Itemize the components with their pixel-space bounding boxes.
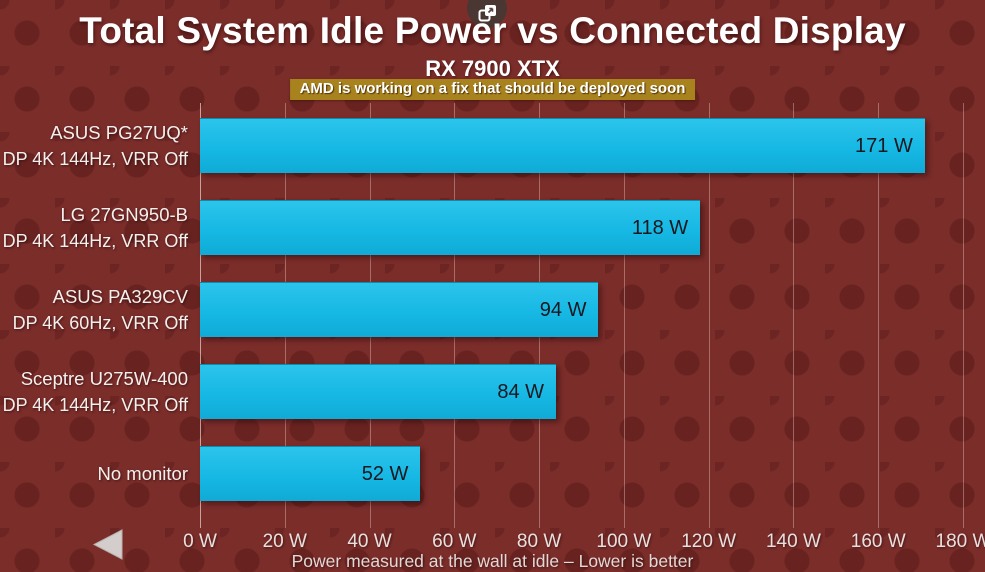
chart-title: Total System Idle Power vs Connected Dis… — [79, 10, 906, 51]
category-labels: ASUS PG27UQ* DP 4K 144Hz, VRR Off LG 27G… — [0, 0, 188, 572]
x-tick-label: 180 W — [935, 531, 985, 552]
category-spec: DP 4K 144Hz, VRR Off — [2, 148, 188, 169]
category-name: LG 27GN950-B — [60, 203, 188, 225]
category-label: No monitor — [0, 446, 188, 501]
category-spec: DP 4K 144Hz, VRR Off — [2, 394, 188, 415]
fix-notice-badge: AMD is working on a fix that should be d… — [289, 79, 696, 100]
open-in-new-icon — [478, 5, 496, 22]
x-tick-label: 20 W — [262, 531, 307, 552]
category-name: ASUS PA329CV — [52, 285, 188, 307]
x-tick-label: 160 W — [850, 531, 906, 552]
bar-value: 118 W — [631, 216, 689, 239]
x-axis: 0 W 20 W 40 W 60 W 80 W 100 W 120 W 140 … — [183, 531, 985, 557]
gridline — [793, 103, 795, 528]
x-tick-label: 120 W — [681, 531, 737, 552]
chart-subtitle: RX 7900 XTX — [425, 56, 560, 81]
triangle-left-icon — [92, 529, 123, 560]
x-tick-label: 140 W — [765, 531, 821, 552]
category-label: ASUS PG27UQ* DP 4K 144Hz, VRR Off — [0, 118, 188, 173]
bar-value: 84 W — [497, 380, 545, 403]
popout-button[interactable] — [467, 0, 507, 28]
category-spec: DP 4K 144Hz, VRR Off — [2, 230, 188, 251]
category-label: LG 27GN950-B DP 4K 144Hz, VRR Off — [0, 200, 188, 255]
gridline — [878, 103, 880, 528]
category-name: ASUS PG27UQ* — [50, 121, 188, 143]
previous-chart-button[interactable] — [91, 529, 124, 560]
x-tick-label: 80 W — [516, 531, 562, 552]
category-spec: DP 4K 60Hz, VRR Off — [12, 312, 188, 333]
gridline — [708, 103, 710, 528]
gridline — [963, 103, 964, 528]
x-tick-label: 60 W — [432, 531, 477, 552]
x-tick-label: 40 W — [347, 531, 392, 552]
bar: 52 W — [200, 446, 421, 501]
gridline — [623, 103, 625, 528]
category-label: Sceptre U275W-400 DP 4K 144Hz, VRR Off — [0, 364, 188, 419]
bar: 94 W — [200, 282, 599, 337]
bar-value: 171 W — [855, 134, 913, 157]
x-tick-label: 100 W — [596, 531, 652, 552]
category-name: Sceptre U275W-400 — [20, 367, 188, 389]
bar: 171 W — [200, 118, 925, 173]
category-name: No monitor — [97, 463, 188, 484]
bar: 118 W — [200, 200, 701, 255]
bars-area: 171 W 118 W 94 W 84 W 52 W — [200, 0, 963, 572]
bar: 84 W — [200, 364, 557, 419]
category-label: ASUS PA329CV DP 4K 60Hz, VRR Off — [0, 282, 188, 337]
x-axis-caption: Power measured at the wall at idle – Low… — [291, 551, 694, 571]
bar-value: 94 W — [539, 298, 587, 321]
x-tick-label: 0 W — [183, 531, 217, 552]
bar-value: 52 W — [361, 462, 409, 485]
